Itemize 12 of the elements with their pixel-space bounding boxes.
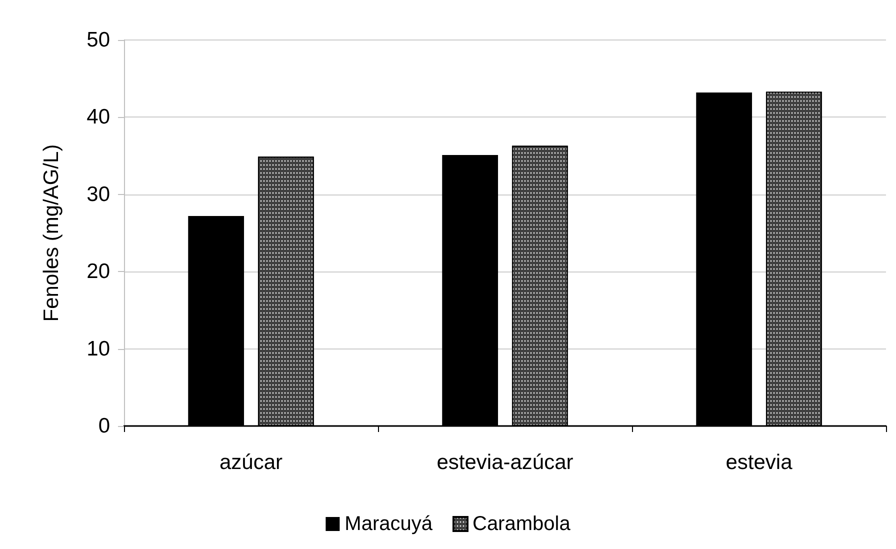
legend-label: Carambola [472,513,572,535]
y-tick-label: 10 [86,337,110,360]
y-tick-label: 20 [86,260,110,284]
y-tick-label: 0 [98,414,110,438]
x-tick-label: azúcar [219,451,283,474]
legend-label: Maracuyá [344,513,434,535]
x-tick-label: estevia [726,451,793,474]
y-tick-label: 40 [86,106,110,129]
y-axis-title: Fenoles (mg/AG/L) [40,144,63,322]
y-tick-label: 50 [86,28,110,52]
y-tick-label: 30 [86,182,110,206]
x-tick-label: estevia-azúcar [436,451,574,474]
